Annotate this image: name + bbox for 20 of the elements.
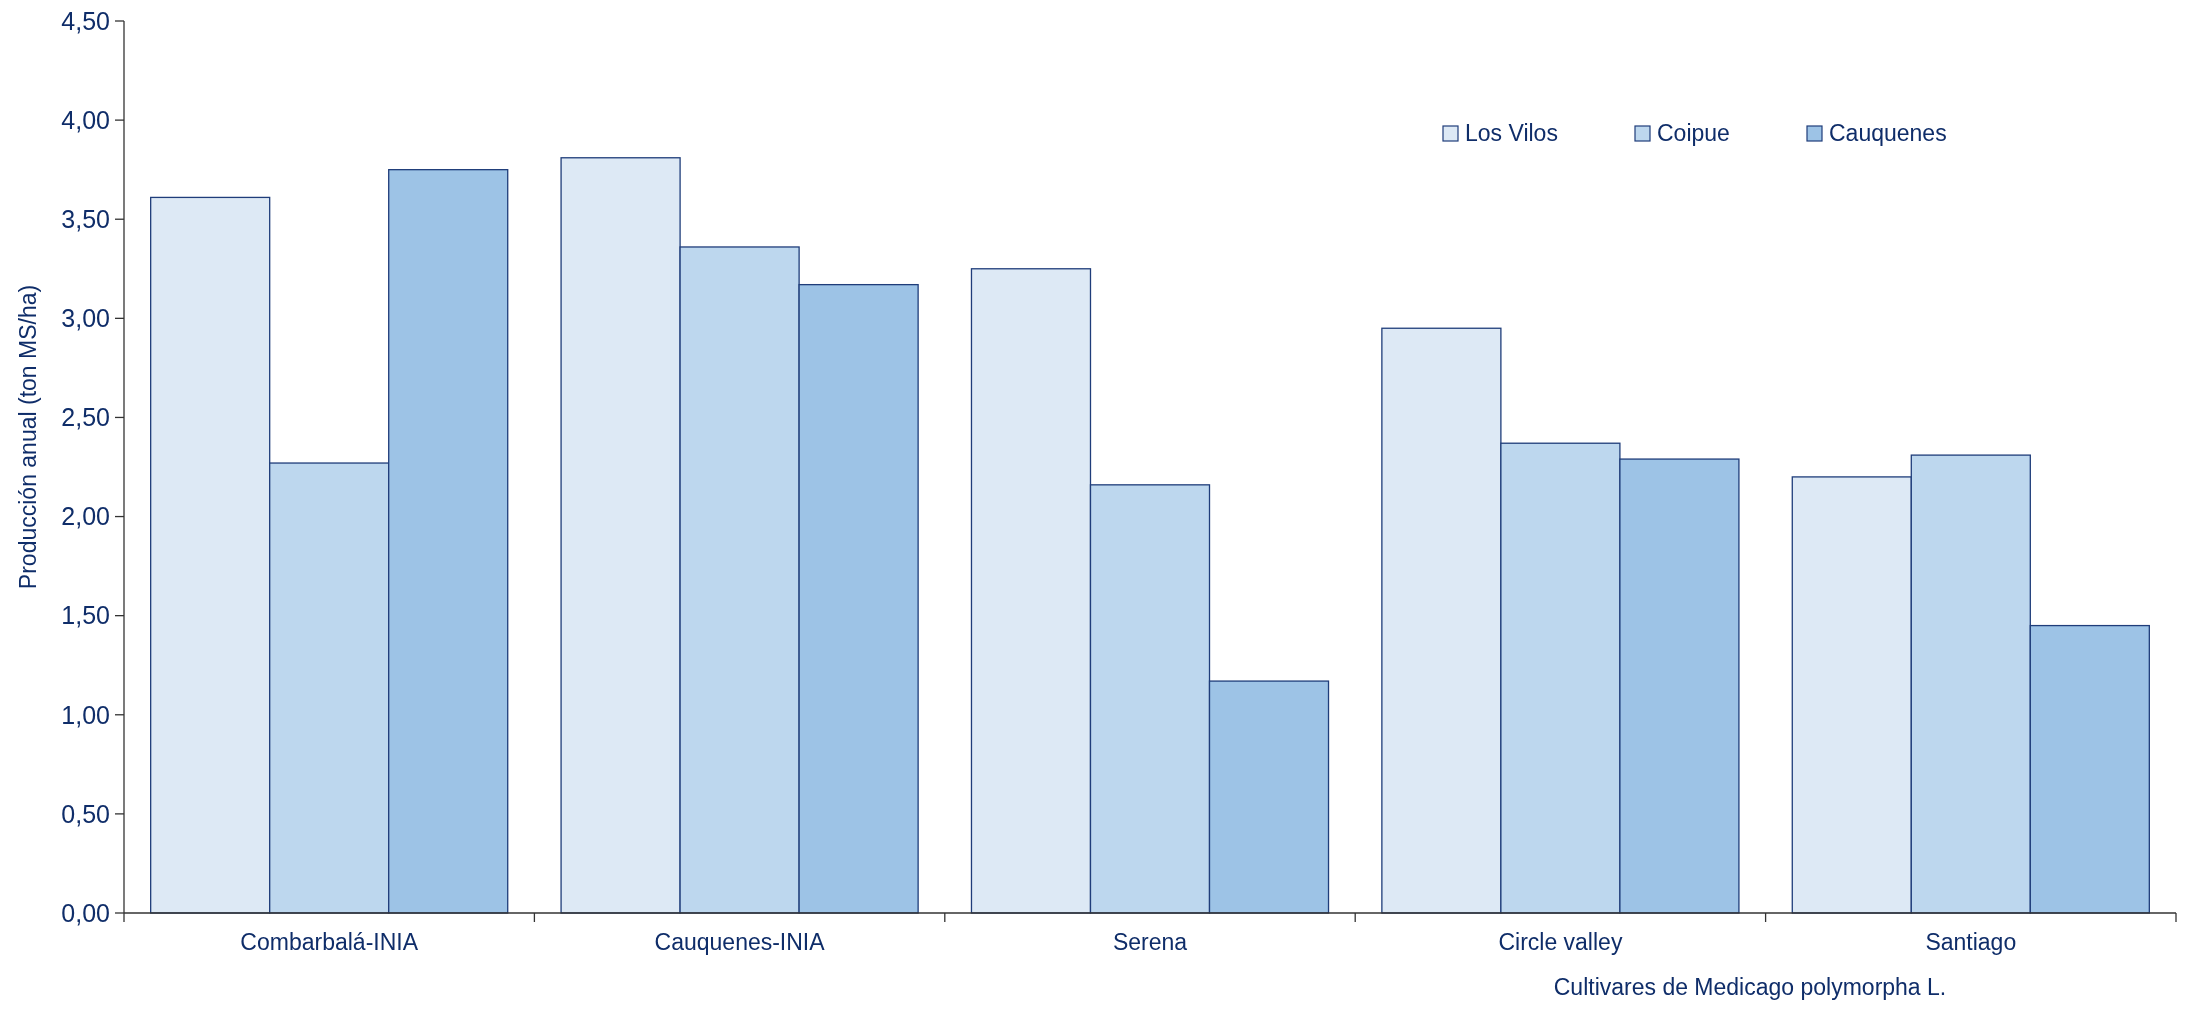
y-tick-label: 2,00 [61, 502, 110, 531]
legend-label: Coipue [1657, 120, 1730, 147]
legend-label: Cauquenes [1829, 120, 1947, 147]
x-tick-label: Circle valley [1498, 929, 1623, 955]
x-tick-label: Santiago [1925, 929, 2017, 955]
y-tick-label: 0,50 [61, 799, 110, 828]
y-tick-label: 4,50 [61, 6, 110, 35]
y-tick-label: 2,50 [61, 403, 110, 432]
y-tick-label: 3,50 [61, 204, 110, 233]
x-tick-label: Cauquenes-INIA [654, 929, 826, 955]
y-tick-label: 1,00 [61, 700, 110, 729]
legend-label: Los Vilos [1465, 120, 1558, 147]
y-tick-label: 1,50 [61, 601, 110, 630]
y-tick-label: 4,00 [61, 105, 110, 134]
y-axis-title: Producción anual (ton MS/ha) [15, 284, 41, 590]
y-tick-label: 0,00 [61, 898, 110, 927]
x-axis-title: Cultivares de Medicago polymorpha L. [1553, 974, 1947, 1000]
x-tick-label: Combarbalá-INIA [240, 929, 419, 955]
x-tick-label: Serena [1112, 929, 1188, 955]
y-tick-label: 3,00 [61, 304, 110, 333]
